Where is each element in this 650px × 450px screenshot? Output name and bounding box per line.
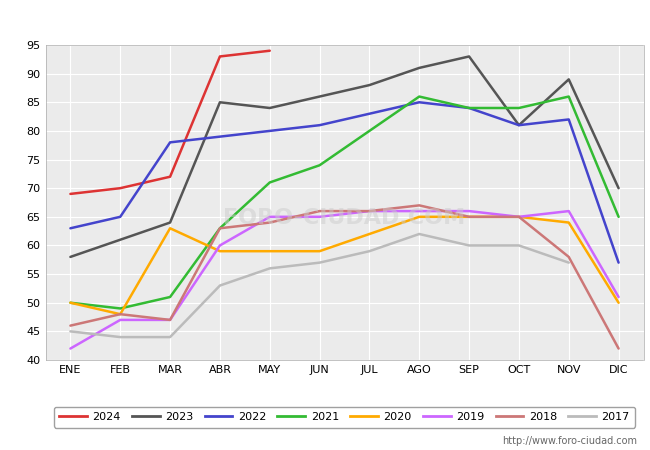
Text: FORO-CIUDAD.COM: FORO-CIUDAD.COM — [224, 208, 465, 228]
Legend: 2024, 2023, 2022, 2021, 2020, 2019, 2018, 2017: 2024, 2023, 2022, 2021, 2020, 2019, 2018… — [53, 406, 636, 428]
Text: http://www.foro-ciudad.com: http://www.foro-ciudad.com — [502, 436, 637, 446]
Text: Afiliados en Isòvol a 31/5/2024: Afiliados en Isòvol a 31/5/2024 — [186, 11, 464, 29]
